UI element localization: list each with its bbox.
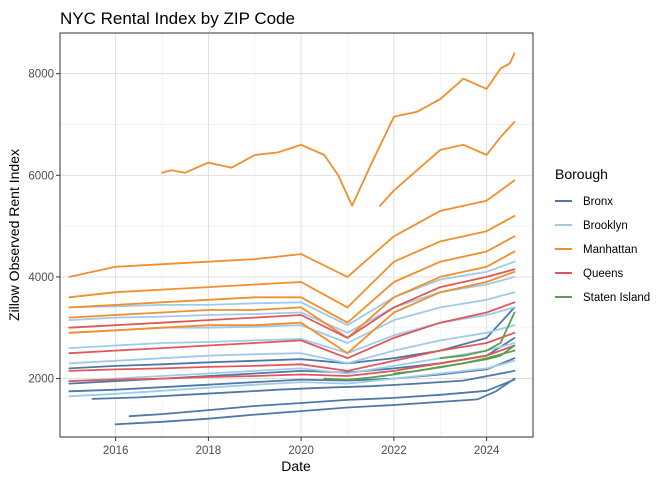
- y-tick-label: 4000: [28, 272, 54, 284]
- series-line-manhattan: [68, 235, 516, 324]
- legend-label-bronx: Bronx: [583, 196, 613, 208]
- series-line-staten-island: [439, 311, 516, 360]
- x-axis: 2016 2018 2020 2022 2024: [103, 437, 500, 457]
- legend-label-brooklyn: Brooklyn: [583, 220, 628, 232]
- plot-border: [59, 32, 534, 438]
- series-line-queens: [68, 344, 516, 383]
- plot-panel: [59, 32, 534, 438]
- legend-label-staten-island: Staten Island: [583, 292, 650, 304]
- series-line-manhattan: [68, 270, 516, 355]
- legend-title: Borough: [555, 166, 608, 182]
- y-axis: 2000 4000 6000 8000: [28, 69, 60, 386]
- legend-label-manhattan: Manhattan: [583, 244, 637, 256]
- series-line-manhattan: [68, 179, 516, 278]
- series-layer: [68, 52, 516, 426]
- y-axis-title: Zillow Observed Rent Index: [6, 149, 22, 321]
- chart-title: NYC Rental Index by ZIP Code: [60, 9, 295, 28]
- y-tick-label: 2000: [28, 374, 54, 386]
- x-tick-label: 2018: [196, 445, 222, 457]
- series-line-queens: [68, 301, 516, 360]
- series-line-brooklyn: [68, 260, 516, 327]
- series-line-bronx: [114, 377, 516, 426]
- series-line-bronx: [128, 378, 516, 418]
- x-tick-label: 2024: [474, 445, 500, 457]
- legend: Borough Bronx Brooklyn Manhattan Queens Stat…: [555, 166, 650, 304]
- series-line-manhattan: [379, 121, 516, 207]
- series-line-bronx: [91, 369, 516, 400]
- x-tick-label: 2020: [288, 445, 314, 457]
- series-line-brooklyn: [68, 324, 516, 365]
- y-tick-label: 6000: [28, 170, 54, 182]
- x-tick-label: 2016: [103, 445, 129, 457]
- legend-label-queens: Queens: [583, 268, 624, 280]
- series-line-manhattan: [68, 214, 516, 309]
- y-tick-label: 8000: [28, 69, 54, 81]
- series-line-brooklyn: [68, 359, 516, 398]
- x-axis-title: Date: [281, 458, 311, 474]
- series-line-bronx: [68, 306, 516, 370]
- series-line-staten-island: [392, 344, 516, 375]
- series-line-manhattan: [161, 52, 516, 207]
- x-tick-label: 2022: [381, 445, 407, 457]
- series-line-bronx: [68, 357, 516, 393]
- series-line-manhattan: [68, 250, 516, 339]
- series-line-queens: [68, 331, 516, 372]
- series-line-queens: [68, 268, 516, 339]
